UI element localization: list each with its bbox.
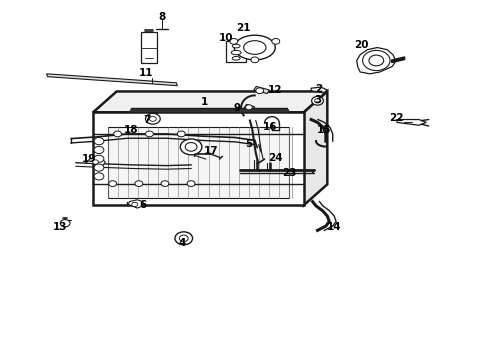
Circle shape	[312, 96, 323, 105]
Circle shape	[161, 181, 169, 186]
Polygon shape	[304, 91, 327, 205]
Polygon shape	[141, 32, 157, 63]
Circle shape	[315, 99, 320, 103]
Text: 14: 14	[327, 222, 342, 232]
Circle shape	[94, 138, 104, 145]
Text: 1: 1	[201, 96, 208, 107]
Text: 18: 18	[124, 125, 139, 135]
Circle shape	[146, 113, 160, 124]
Circle shape	[177, 131, 185, 137]
Circle shape	[135, 181, 143, 186]
Text: 13: 13	[52, 222, 67, 232]
Circle shape	[256, 88, 264, 94]
Text: 22: 22	[389, 113, 403, 123]
Text: 15: 15	[317, 125, 332, 135]
Circle shape	[175, 232, 193, 245]
Circle shape	[251, 57, 259, 63]
Circle shape	[109, 181, 117, 186]
Polygon shape	[86, 158, 105, 166]
Bar	[226, 41, 246, 62]
Polygon shape	[244, 104, 255, 111]
Text: 8: 8	[158, 12, 165, 22]
Circle shape	[94, 164, 104, 171]
Text: 17: 17	[203, 146, 218, 156]
Text: 10: 10	[219, 33, 234, 43]
Ellipse shape	[231, 50, 241, 55]
Text: 7: 7	[143, 114, 151, 125]
Circle shape	[180, 139, 202, 155]
Text: 21: 21	[236, 23, 251, 33]
Circle shape	[179, 235, 188, 242]
Circle shape	[149, 116, 156, 121]
Circle shape	[187, 181, 195, 186]
Text: 20: 20	[354, 40, 369, 50]
Circle shape	[245, 105, 252, 110]
Polygon shape	[397, 120, 426, 125]
Circle shape	[94, 173, 104, 180]
Circle shape	[185, 143, 197, 151]
Polygon shape	[357, 48, 396, 74]
Ellipse shape	[232, 44, 240, 48]
Circle shape	[369, 55, 384, 66]
Circle shape	[93, 160, 98, 164]
Ellipse shape	[244, 41, 266, 54]
Polygon shape	[108, 127, 289, 198]
Ellipse shape	[232, 57, 240, 60]
Text: 6: 6	[140, 200, 147, 210]
Circle shape	[94, 155, 104, 162]
Polygon shape	[47, 74, 177, 86]
Polygon shape	[128, 200, 143, 208]
Polygon shape	[93, 112, 304, 205]
Text: 5: 5	[245, 139, 252, 149]
Text: 9: 9	[233, 103, 240, 113]
Text: 4: 4	[178, 238, 186, 248]
Circle shape	[146, 131, 153, 137]
Circle shape	[60, 220, 70, 227]
Polygon shape	[93, 91, 327, 112]
Text: 23: 23	[282, 168, 296, 178]
Text: 24: 24	[268, 153, 283, 163]
Polygon shape	[311, 87, 327, 93]
Circle shape	[114, 131, 122, 137]
Text: 11: 11	[139, 68, 153, 78]
Text: 12: 12	[268, 85, 283, 95]
Text: 2: 2	[315, 84, 322, 94]
Polygon shape	[254, 86, 270, 94]
Circle shape	[94, 146, 104, 153]
Text: 16: 16	[263, 122, 278, 132]
Text: 3: 3	[314, 95, 321, 105]
Circle shape	[132, 202, 138, 207]
Ellipse shape	[234, 35, 275, 60]
Circle shape	[363, 50, 390, 71]
Circle shape	[272, 39, 280, 44]
Circle shape	[230, 39, 238, 44]
Text: 19: 19	[82, 154, 97, 164]
